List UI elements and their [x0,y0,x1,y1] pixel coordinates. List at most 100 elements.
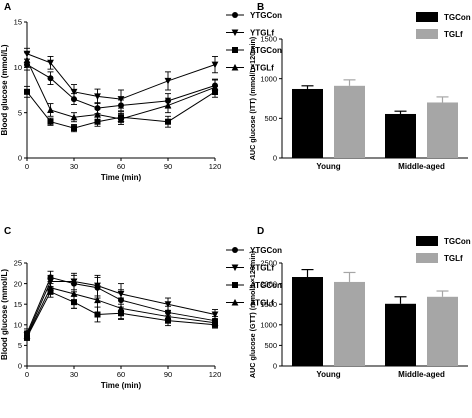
legend-label: YTGCon [250,11,282,20]
y-tick-label: 500 [264,341,277,350]
x-tick-label: 120 [209,370,222,379]
x-axis-label: Time (min) [101,173,142,182]
data-point [23,332,31,339]
x-tick-label: 0 [25,162,29,171]
y-tick-label: 1000 [260,321,277,330]
data-point [71,125,77,132]
data-point [164,312,172,320]
y-tick-label: 1500 [260,300,277,309]
x-axis: Young Middle-aged [282,365,468,379]
y-tick-label: 1000 [260,74,277,83]
data-point [94,93,101,100]
data-point [164,301,172,308]
panel-letter: D [257,226,264,237]
panel-letter: A [4,2,11,13]
data-point [94,105,101,112]
legend-label: TGCon [444,237,471,246]
x-axis: 0 30 60 90 120 [25,157,222,171]
x-tick-label: 60 [117,370,125,379]
legend-swatch [416,29,438,39]
y-tick-label: 25 [14,259,22,268]
y-tick-label: 20 [14,279,22,288]
legend-marker [232,282,238,288]
y-tick-label: 1500 [260,35,277,44]
y-tick-label: 0 [273,362,277,371]
y-axis: 0 500 1000 1500 2000 2500 [260,259,283,371]
x-tick-label: 0 [25,370,29,379]
data-point [211,319,219,326]
x-tick-label: 120 [209,162,222,171]
data-point [164,101,172,109]
legend-label: YTGLf [250,29,274,38]
legend-item-tglf: TGLf [416,29,463,39]
x-tick-label: 60 [117,162,125,171]
data-point [23,56,31,64]
panel-a: A 0 5 10 15 Blood glucose (mmol/L) 0 30 60 90 120 T… [0,2,282,182]
legend-marker [232,47,238,53]
data-point [24,88,30,95]
data-point [70,88,78,96]
legend-label: YTGCon [250,246,282,255]
bar-tglf [334,85,365,158]
y-tick-label: 5 [18,108,22,117]
legend-label: ATGLf [250,64,274,73]
legend-item-atglf: ATGLf [226,64,274,73]
legend-label: YTGLf [250,264,274,273]
legend-marker [232,12,238,18]
y-tick-label: 0 [273,154,277,163]
data-point [211,311,219,319]
legend-item-tgcon: TGCon [416,236,471,246]
y-tick-label: 500 [264,114,277,123]
y-tick-label: 0 [18,154,22,163]
bar-tgcon [385,303,416,366]
y-tick-label: 15 [14,300,22,309]
legend-item-ytglf: YTGLf [226,264,274,273]
y-axis: 0 500 1000 1500 [260,35,283,163]
legend-marker [231,298,239,306]
data-point [47,75,54,82]
x-axis-label: Time (min) [101,381,142,390]
data-point [117,304,125,312]
bar-tglf [427,102,458,158]
data-point [94,110,101,118]
x-axis: 0 30 60 90 120 [25,365,222,379]
legend-item-atgcon: ATGCon [226,281,282,290]
legend-swatch [416,253,438,263]
data-point [117,96,125,103]
data-point [117,115,125,123]
x-tick-label: 30 [70,162,78,171]
series-atglf [23,52,219,125]
data-point [47,106,54,113]
bar-tgcon [292,277,323,366]
y-tick-label: 2000 [260,279,277,288]
data-point [211,61,219,69]
y-tick-label: 0 [18,362,22,371]
legend-item-atglf: ATGLf [226,299,274,308]
y-axis: 0 5 10 15 20 25 [14,259,28,371]
y-tick-label: 10 [14,63,22,72]
bar-tglf [334,281,365,366]
data-point [47,59,54,67]
x-category-label: Middle-aged [398,370,445,379]
y-axis-label: Blood glucose (mmol/L) [0,44,9,135]
legend-marker [232,247,238,253]
legend-label: ATGLf [250,299,274,308]
legend-item-tglf: TGLf [416,253,463,263]
bar-tgcon [385,113,416,158]
data-point [165,118,171,125]
bar-tgcon [292,88,323,158]
legend-marker [231,63,239,71]
legend-item-ytglf: YTGLf [226,29,274,38]
legend-label: ATGCon [250,281,282,290]
y-axis-label: AUC glucose (GTT) (mmol/L×120min) [248,250,257,378]
legend-item-ytgcon: YTGCon [226,11,282,20]
x-category-label: Young [316,370,340,379]
legend-item-atgcon: ATGCon [226,46,282,55]
panel-c: C 0 5 10 15 20 25 Blood glucose (mmol/L) 0 30 60 90… [0,226,282,390]
data-point [94,296,101,304]
legend-marker [231,29,239,37]
y-tick-label: 15 [14,18,22,27]
x-category-label: Young [316,162,340,171]
